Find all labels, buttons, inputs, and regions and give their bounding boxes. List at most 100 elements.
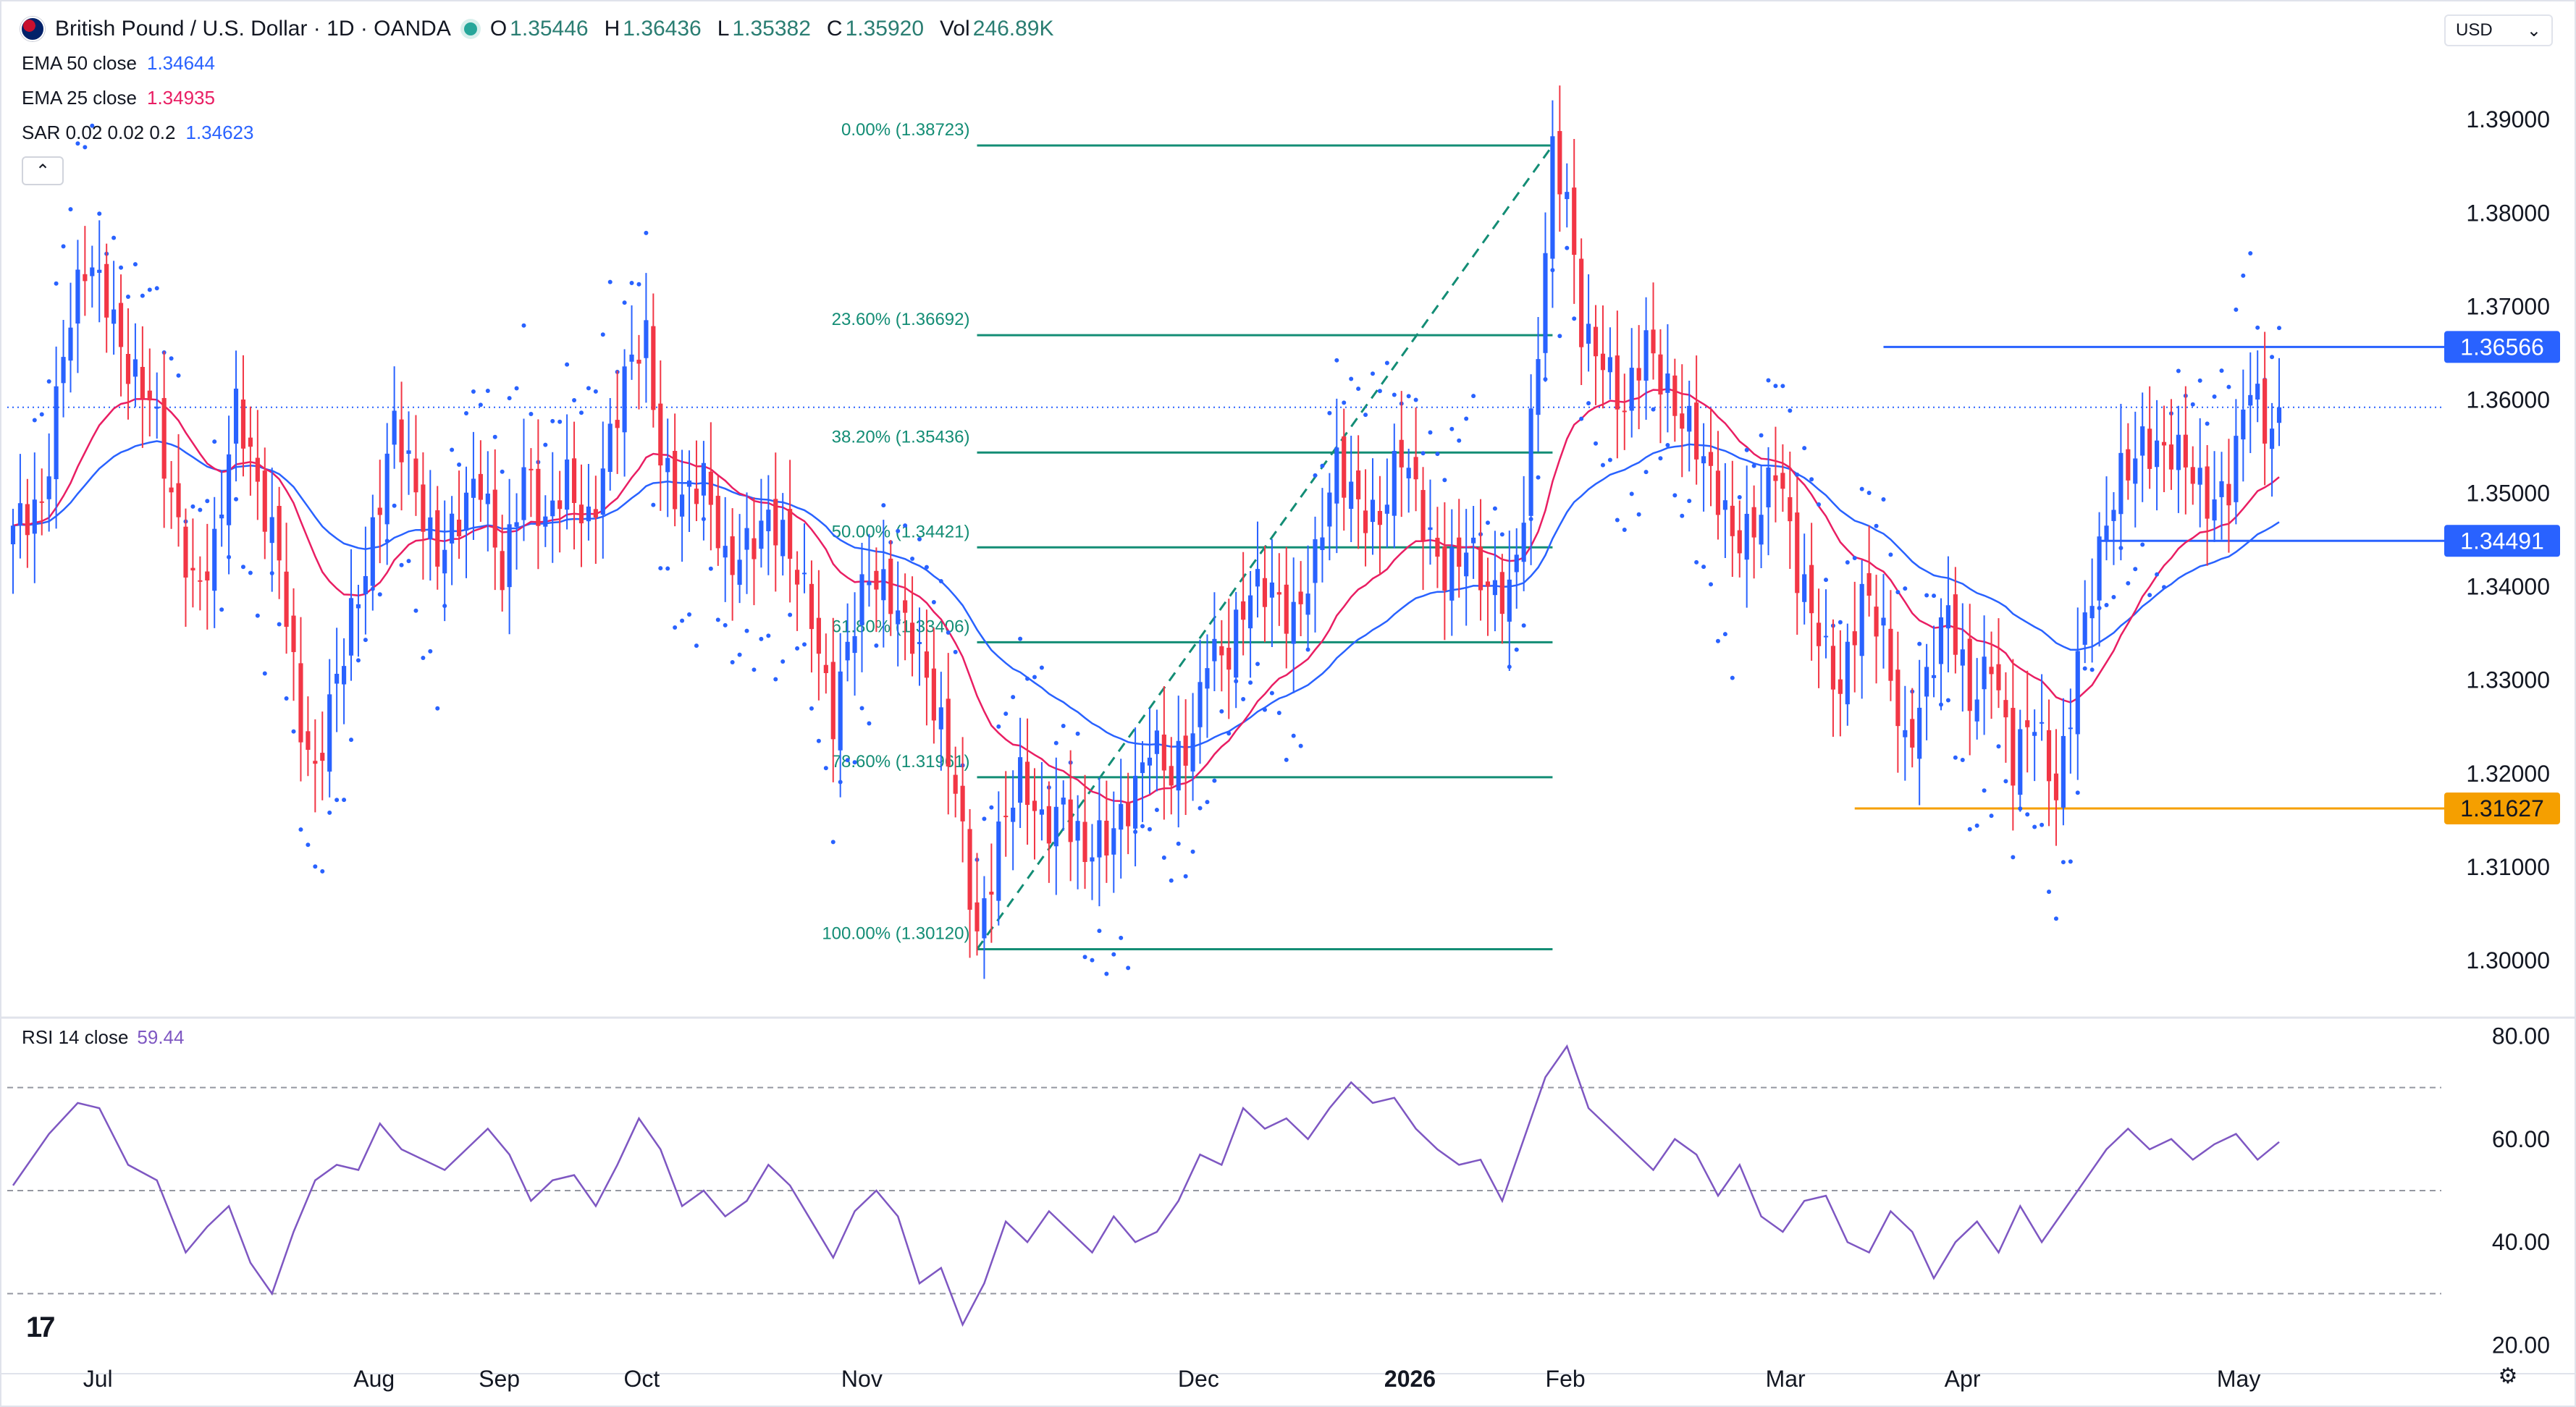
candle-body (1852, 631, 1857, 646)
sar-point (2226, 384, 2231, 389)
sar-point (1197, 806, 1203, 811)
candle-body (1327, 492, 1332, 527)
sar-point (514, 386, 519, 391)
candle (478, 440, 483, 522)
candle (543, 495, 548, 547)
sar-point (910, 557, 915, 562)
candle-body (125, 354, 131, 384)
candle (2025, 670, 2030, 773)
rsi-legend[interactable]: RSI 14 close 59.44 (22, 1026, 184, 1049)
candle (1420, 467, 1426, 591)
candle (1572, 138, 1577, 304)
candle-body (665, 457, 670, 473)
symbol-header[interactable]: British Pound / U.S. Dollar · 1D · OANDA… (20, 13, 1070, 45)
candle-body (1615, 355, 1620, 410)
sar-point (881, 503, 886, 508)
sar-point (1795, 472, 1800, 477)
sar-point (363, 638, 368, 643)
candle-body (198, 580, 203, 582)
gear-icon[interactable]: ⚙ (2498, 1364, 2518, 1388)
candle-body (83, 274, 88, 282)
candle (1018, 717, 1023, 828)
sar-point (931, 599, 936, 604)
candle (2176, 405, 2181, 513)
candle-body (1039, 809, 1045, 815)
candle (1874, 575, 1879, 684)
sar-point (428, 648, 433, 654)
candle (1442, 502, 1447, 641)
sar-point (75, 141, 80, 146)
indicator-ema50[interactable]: EMA 50 close 1.34644 (22, 52, 215, 75)
candle (946, 653, 951, 815)
candle (1945, 556, 1951, 673)
candle (2003, 672, 2008, 763)
candle (874, 547, 879, 633)
sar-point (406, 559, 411, 564)
sar-point (90, 123, 95, 128)
sar-point (147, 287, 152, 292)
sar-point (1903, 586, 1908, 591)
price-tick-label: 1.30000 (2466, 947, 2550, 973)
ohlc-high-value: 1.36436 (623, 17, 702, 41)
currency-select[interactable]: USD ⌄ (2444, 14, 2553, 46)
price-badge (2444, 792, 2560, 824)
candle (1859, 559, 1864, 699)
candle-body (1269, 582, 1274, 598)
candle (1528, 374, 1533, 565)
time-tick-label: Apr (1945, 1366, 1981, 1392)
candle-body (543, 516, 548, 527)
candle-body (90, 267, 95, 276)
candle (1730, 460, 1735, 577)
sar-point (1449, 426, 1455, 431)
sar-point (1442, 478, 1447, 483)
sar-point (788, 612, 793, 617)
collapse-indicators-button[interactable]: ⌃ (22, 156, 64, 185)
candle (1550, 100, 1555, 308)
sar-point (97, 211, 102, 216)
sar-point (1305, 647, 1310, 652)
candle (1406, 449, 1411, 513)
sar-point (1154, 808, 1159, 813)
candle (1694, 355, 1699, 485)
price-tick-label: 1.33000 (2466, 667, 2550, 693)
tradingview-logo[interactable]: 17 (26, 1311, 55, 1343)
indicator-sar[interactable]: SAR 0.02 0.02 0.2 1.34623 (22, 122, 253, 144)
candle-body (1960, 649, 1965, 666)
candle-body (1636, 368, 1641, 381)
candle (859, 543, 864, 672)
sar-point (946, 630, 951, 635)
candle-body (320, 753, 325, 761)
candle-body (636, 360, 641, 364)
indicator-ema25[interactable]: EMA 25 close 1.34935 (22, 87, 215, 109)
candle (2032, 709, 2037, 782)
sar-point (277, 622, 282, 627)
sar-point (1053, 740, 1058, 745)
sar-point (1097, 929, 1102, 934)
ohlc-volume-key: Vol (940, 17, 970, 41)
sar-point (1722, 632, 1727, 637)
candle (1514, 528, 1519, 609)
candle (1766, 447, 1771, 556)
candle-body (1830, 646, 1836, 690)
candle (967, 808, 972, 958)
candle-body (694, 489, 699, 504)
sar-point (1953, 755, 1958, 760)
candle (2147, 386, 2152, 489)
sar-point (1809, 477, 1814, 482)
candle (406, 411, 411, 495)
sar-point (1658, 456, 1663, 461)
sar-point (507, 396, 512, 401)
sar-point (1607, 457, 1612, 462)
sar-point (1521, 623, 1526, 628)
candle-body (262, 470, 267, 532)
sar-point (673, 625, 678, 630)
candle (1428, 479, 1433, 565)
sar-point (1989, 814, 1994, 819)
candle-body (1154, 730, 1159, 754)
sar-point (938, 579, 943, 584)
sar-point (1924, 593, 1929, 598)
sar-point (1773, 384, 1778, 389)
candle (83, 226, 88, 316)
candle (1651, 282, 1656, 380)
